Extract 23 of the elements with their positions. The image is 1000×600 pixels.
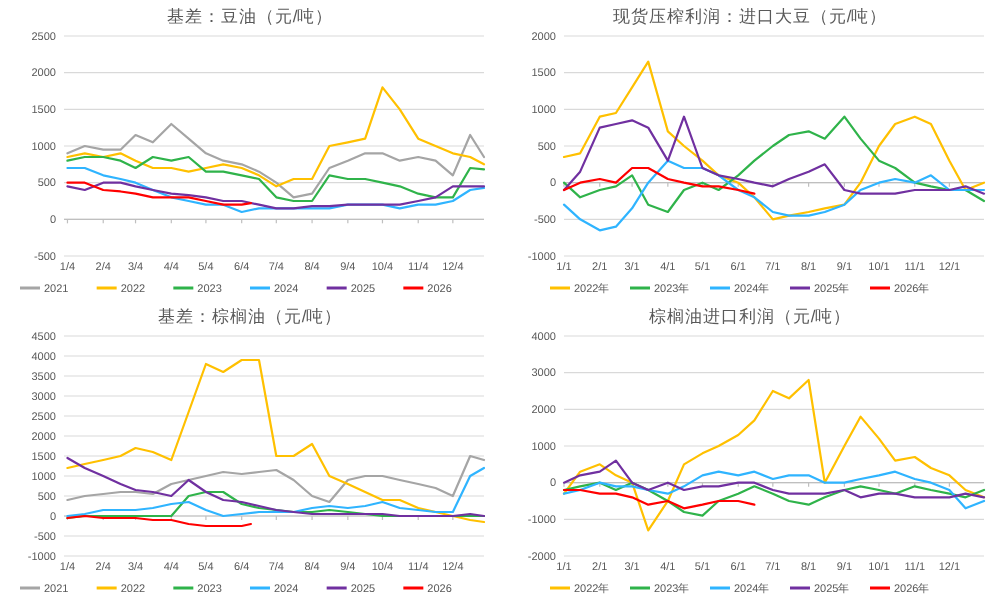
- line-series: [562, 166, 756, 195]
- line-series: [66, 122, 486, 199]
- line-series: [562, 60, 986, 221]
- line-series: [562, 115, 986, 195]
- chart-title: 现货压榨利润：进口大豆（元/吨）: [612, 6, 888, 26]
- line-series: [66, 86, 486, 188]
- chart-title: 基差：豆油（元/吨）: [166, 6, 334, 26]
- chart-title: 棕榈油进口利润（元/吨）: [648, 306, 852, 326]
- line-series: [562, 159, 986, 232]
- line-series: [66, 454, 486, 504]
- line-series: [66, 181, 486, 210]
- line-series: [562, 378, 986, 532]
- line-series: [562, 481, 986, 517]
- line-series: [562, 488, 756, 510]
- line-series: [562, 115, 986, 214]
- line-series: [562, 470, 986, 510]
- line-series: [562, 459, 986, 499]
- line-series: [66, 358, 486, 524]
- line-series: [66, 466, 486, 518]
- line-series: [66, 456, 486, 518]
- chart-title: 基差：棕榈油（元/吨）: [157, 306, 343, 326]
- line-series: [66, 155, 486, 203]
- line-series: [66, 181, 253, 206]
